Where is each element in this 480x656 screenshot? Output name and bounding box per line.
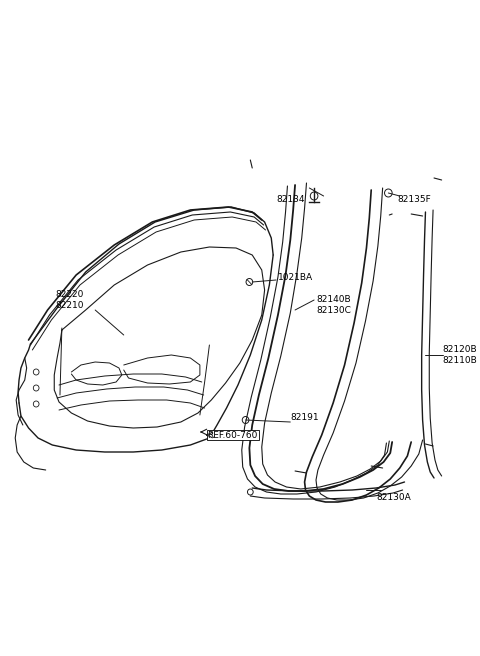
Text: 82120B
82110B: 82120B 82110B xyxy=(443,345,477,365)
Text: 1021BA: 1021BA xyxy=(278,274,313,283)
Text: 82191: 82191 xyxy=(290,413,319,422)
Text: 82130A: 82130A xyxy=(376,493,411,502)
Text: 82140B
82130C: 82140B 82130C xyxy=(316,295,351,315)
Text: 82134: 82134 xyxy=(276,195,304,205)
Text: 82220
82210: 82220 82210 xyxy=(55,291,84,310)
Text: 82135F: 82135F xyxy=(398,195,432,205)
Text: REF.60-760: REF.60-760 xyxy=(207,430,258,440)
